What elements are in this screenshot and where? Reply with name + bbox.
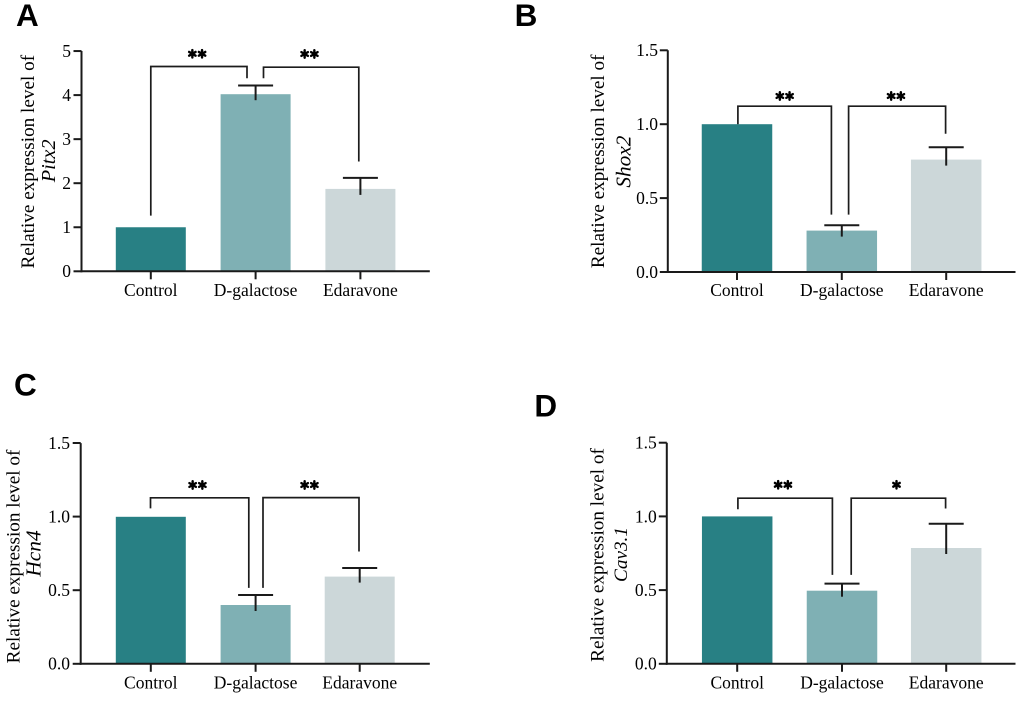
svg-text:D: D: [534, 388, 557, 424]
svg-text:Edaravone: Edaravone: [909, 673, 984, 693]
svg-text:0.5: 0.5: [636, 188, 658, 208]
svg-text:Control: Control: [124, 280, 178, 300]
svg-text:Relative expression level of: Relative expression level of: [4, 449, 25, 663]
svg-text:Control: Control: [710, 280, 764, 300]
svg-text:Edaravone: Edaravone: [322, 673, 397, 693]
svg-text:0: 0: [62, 261, 71, 281]
svg-text:Shox2: Shox2: [611, 135, 635, 187]
svg-text:Edaravone: Edaravone: [909, 280, 984, 300]
svg-text:0.5: 0.5: [48, 580, 70, 600]
svg-text:0.0: 0.0: [636, 262, 658, 282]
svg-text:Edaravone: Edaravone: [323, 280, 398, 300]
svg-text:1.0: 1.0: [48, 507, 70, 527]
svg-text:Hcn4: Hcn4: [22, 530, 46, 578]
svg-text:Control: Control: [124, 673, 178, 693]
svg-text:Relative expression level of: Relative expression level of: [18, 54, 39, 268]
svg-text:1.5: 1.5: [48, 433, 70, 453]
svg-text:C: C: [14, 367, 37, 403]
svg-text:Relative expression level of: Relative expression level of: [588, 54, 609, 268]
svg-text:Cav3.1: Cav3.1: [611, 527, 632, 582]
svg-text:1.0: 1.0: [636, 114, 658, 134]
svg-text:3: 3: [62, 129, 71, 149]
svg-text:Relative expression level of: Relative expression level of: [588, 448, 609, 662]
svg-text:4: 4: [62, 85, 71, 105]
svg-text:D-galactose: D-galactose: [214, 673, 298, 693]
svg-text:1.0: 1.0: [635, 506, 657, 526]
svg-text:D-galactose: D-galactose: [800, 673, 884, 693]
svg-text:Pitx2: Pitx2: [38, 139, 60, 183]
svg-text:1.5: 1.5: [636, 40, 658, 60]
svg-text:Control: Control: [710, 673, 764, 693]
svg-text:1.5: 1.5: [635, 433, 657, 453]
svg-text:0.5: 0.5: [635, 580, 657, 600]
svg-text:D-galactose: D-galactose: [800, 280, 884, 300]
svg-text:0.0: 0.0: [635, 654, 657, 674]
svg-text:5: 5: [62, 41, 71, 61]
svg-text:D-galactose: D-galactose: [214, 280, 298, 300]
svg-text:B: B: [515, 0, 538, 33]
svg-text:0.0: 0.0: [48, 654, 70, 674]
svg-text:2: 2: [62, 173, 71, 193]
svg-text:1: 1: [62, 217, 71, 237]
svg-text:A: A: [16, 0, 39, 33]
